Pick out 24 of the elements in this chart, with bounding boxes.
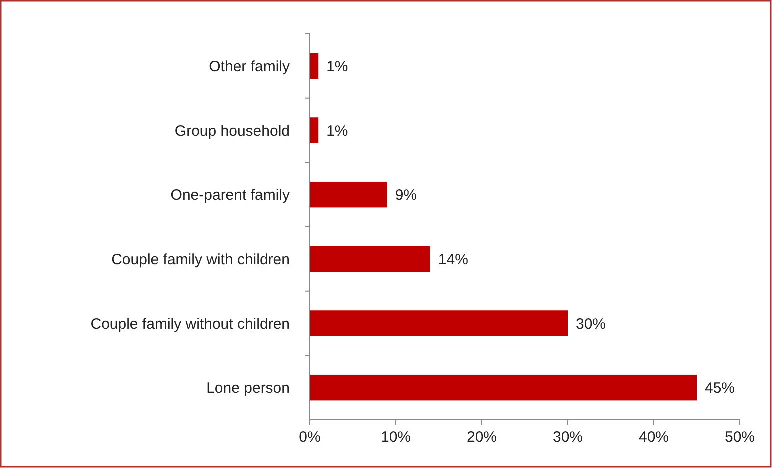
bar	[310, 246, 430, 272]
x-tick-label: 50%	[724, 429, 756, 446]
data-label: 45%	[705, 380, 736, 398]
x-tick-label: 30%	[552, 429, 584, 446]
bar	[310, 374, 697, 401]
data-label: 30%	[576, 316, 606, 333]
bar	[310, 182, 388, 208]
x-tick-label: 20%	[466, 429, 498, 446]
y-tick-label: Couple family without children	[90, 316, 290, 333]
y-tick-label: Couple family with children	[112, 251, 290, 268]
data-label: 1%	[326, 122, 348, 140]
y-tick-label: One-parent family	[170, 187, 290, 204]
data-label: 1%	[326, 58, 348, 76]
data-label: 14%	[438, 251, 468, 268]
bar	[310, 118, 319, 144]
bar	[310, 310, 568, 336]
y-tick-label: Lone person	[206, 380, 290, 398]
x-tick-label: 10%	[380, 429, 412, 446]
x-tick-label: 40%	[638, 429, 670, 446]
x-tick-label: 0%	[299, 429, 321, 446]
data-label: 9%	[395, 187, 418, 204]
y-tick-label: Group household	[174, 122, 290, 140]
y-tick-label: Other family	[209, 58, 290, 76]
bar	[310, 53, 319, 80]
